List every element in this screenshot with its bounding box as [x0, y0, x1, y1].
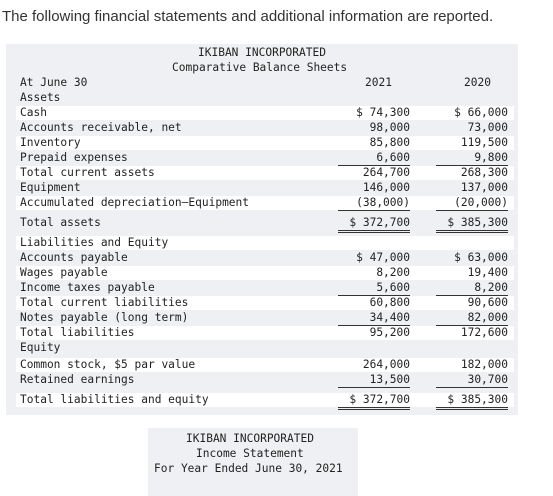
balance-sheet-panel: IKIBAN INCORPORATED Comparative Balance …	[6, 44, 518, 415]
row-label: Assets	[20, 91, 61, 104]
value-2021: (38,000)	[338, 196, 410, 211]
value-2020: $ 66,000	[454, 106, 508, 119]
value-2021: 264,000	[362, 358, 410, 371]
value-2020: 90,600	[467, 296, 508, 309]
row-stripe	[16, 106, 514, 120]
balance-sheet-title: Comparative Balance Sheets	[172, 61, 348, 74]
row-label: Prepaid expenses	[20, 151, 128, 164]
value-2021: $ 372,700	[338, 216, 410, 233]
value-2020: 182,000	[460, 358, 508, 371]
row-label: Accounts payable	[20, 251, 128, 264]
value-2020: $ 63,000	[454, 251, 508, 264]
value-2021: 34,400	[338, 311, 410, 326]
value-2021: 6,600	[338, 151, 410, 166]
row-label: Total assets	[20, 216, 101, 229]
row-label: Total current liabilities	[20, 296, 189, 309]
value-2020: 119,500	[460, 136, 508, 149]
value-2020: 268,300	[460, 166, 508, 179]
income-statement-company: IKIBAN INCORPORATED	[186, 432, 314, 445]
value-2021: $ 47,000	[356, 251, 410, 264]
value-2020: (20,000)	[436, 196, 508, 211]
column-header-2021: 2021	[365, 76, 392, 89]
value-2020: 8,200	[436, 281, 508, 296]
row-stripe	[16, 196, 514, 210]
date-label: At June 30	[20, 76, 88, 89]
value-2020: $ 385,300	[436, 216, 508, 233]
value-2020: $ 385,300	[436, 393, 508, 410]
row-label: Notes payable (long term)	[20, 311, 189, 324]
row-stripe	[16, 266, 514, 280]
value-2021: 5,600	[338, 281, 410, 296]
row-label: Liabilities and Equity	[20, 236, 169, 249]
row-stripe	[16, 236, 514, 250]
balance-sheet-company: IKIBAN INCORPORATED	[198, 46, 326, 59]
row-label: Equipment	[20, 181, 81, 194]
value-2021: 95,200	[369, 326, 410, 339]
row-label: Accounts receivable, net	[20, 121, 182, 134]
value-2020: 137,000	[460, 181, 508, 194]
value-2021: 13,500	[338, 373, 410, 388]
column-header-2020: 2020	[464, 76, 491, 89]
income-statement-panel: IKIBAN INCORPORATED Income Statement For…	[148, 428, 358, 496]
value-2020: 19,400	[467, 266, 508, 279]
row-label: Total current assets	[20, 166, 155, 179]
value-2020: 73,000	[467, 121, 508, 134]
row-stripe	[16, 326, 514, 340]
value-2020: 30,700	[436, 373, 508, 388]
value-2020: 9,800	[436, 151, 508, 166]
row-label: Inventory	[20, 136, 81, 149]
intro-text: The following financial statements and a…	[2, 8, 494, 25]
row-label: Cash	[20, 106, 47, 119]
row-label: Income taxes payable	[20, 281, 155, 294]
row-stripe	[16, 393, 514, 407]
row-label: Retained earnings	[20, 373, 135, 386]
value-2021: 60,800	[369, 296, 410, 309]
value-2021: $ 372,700	[338, 393, 410, 410]
row-label: Total liabilities and equity	[20, 393, 209, 406]
income-statement-title: Income Statement	[196, 447, 304, 460]
value-2021: 264,700	[362, 166, 410, 179]
value-2021: 8,200	[376, 266, 410, 279]
value-2020: 82,000	[436, 311, 508, 326]
value-2021: 98,000	[369, 121, 410, 134]
row-label: Wages payable	[20, 266, 108, 279]
value-2021: 146,000	[362, 181, 410, 194]
row-stripe	[16, 358, 514, 372]
income-statement-period: For Year Ended June 30, 2021	[154, 462, 343, 475]
row-label: Common stock, $5 par value	[20, 358, 196, 371]
value-2020: 172,600	[460, 326, 508, 339]
row-stripe	[16, 166, 514, 180]
row-label: Total liabilities	[20, 326, 135, 339]
row-stripe	[16, 136, 514, 150]
row-label: Accumulated depreciation—Equipment	[20, 196, 250, 209]
row-stripe	[16, 296, 514, 310]
row-label: Equity	[20, 341, 61, 354]
value-2021: 85,800	[369, 136, 410, 149]
value-2021: $ 74,300	[356, 106, 410, 119]
